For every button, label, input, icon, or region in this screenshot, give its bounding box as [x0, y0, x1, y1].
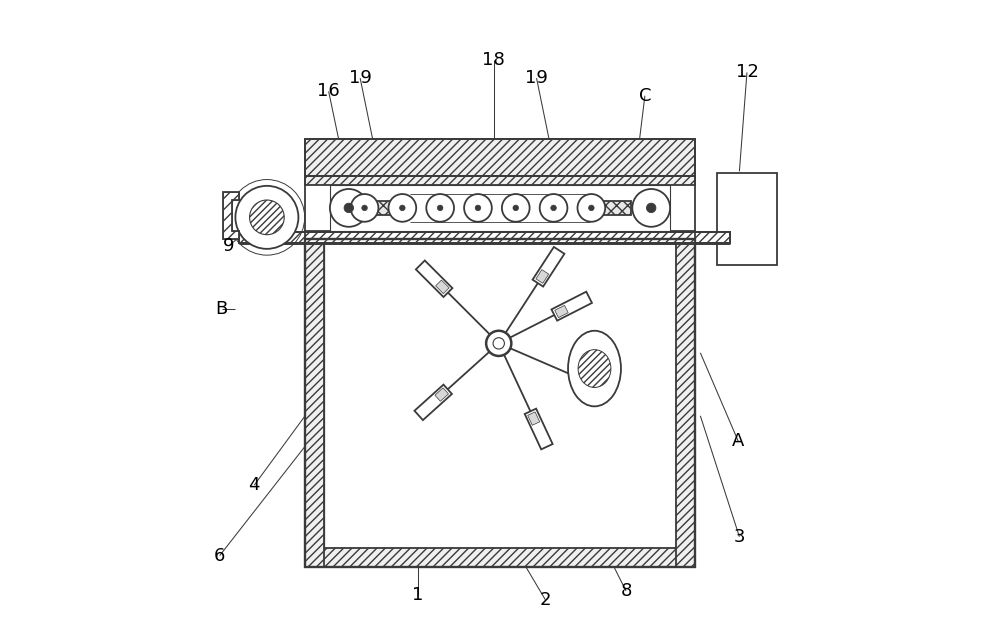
Bar	[305, 139, 695, 176]
Bar	[369, 201, 410, 215]
Circle shape	[513, 205, 519, 210]
Ellipse shape	[568, 331, 621, 406]
Bar	[533, 247, 564, 287]
Circle shape	[577, 194, 605, 222]
Circle shape	[551, 205, 556, 210]
Circle shape	[486, 331, 511, 356]
Bar	[676, 239, 695, 567]
Bar	[305, 239, 695, 567]
Text: 18: 18	[482, 51, 505, 69]
Bar	[528, 412, 540, 425]
Bar	[305, 176, 695, 239]
Bar	[305, 548, 695, 567]
Text: 12: 12	[736, 64, 758, 81]
Circle shape	[589, 205, 594, 210]
Circle shape	[646, 203, 656, 213]
Circle shape	[464, 194, 492, 222]
Bar	[590, 201, 631, 215]
Circle shape	[540, 194, 567, 222]
Bar	[305, 139, 695, 176]
Bar	[330, 185, 670, 231]
Bar	[414, 385, 452, 420]
Circle shape	[426, 194, 454, 222]
Text: 6: 6	[214, 547, 225, 564]
Bar	[555, 306, 568, 318]
Circle shape	[330, 189, 368, 227]
Bar	[305, 239, 324, 567]
Text: 1: 1	[412, 587, 424, 604]
Text: 3: 3	[734, 528, 745, 546]
Bar	[525, 409, 553, 449]
Circle shape	[362, 205, 367, 210]
Text: 8: 8	[620, 582, 632, 600]
Bar	[436, 280, 449, 294]
Circle shape	[475, 205, 481, 210]
Circle shape	[388, 194, 416, 222]
Circle shape	[437, 205, 443, 210]
Bar	[416, 260, 452, 297]
Bar	[305, 231, 695, 239]
Text: 9: 9	[223, 237, 235, 255]
Text: C: C	[639, 87, 651, 105]
Text: A: A	[732, 432, 744, 450]
Text: 4: 4	[249, 476, 260, 494]
Bar	[324, 239, 676, 548]
Bar	[717, 173, 777, 265]
Circle shape	[235, 186, 298, 249]
Bar	[305, 176, 695, 185]
Circle shape	[400, 205, 405, 210]
Circle shape	[502, 194, 530, 222]
Bar	[536, 270, 549, 284]
Bar	[551, 292, 592, 321]
Bar	[239, 232, 730, 243]
Bar	[239, 232, 730, 243]
Text: 19: 19	[525, 69, 548, 87]
Polygon shape	[223, 192, 239, 239]
Text: 2: 2	[540, 591, 551, 609]
Circle shape	[632, 189, 670, 227]
Circle shape	[344, 203, 354, 213]
Text: B: B	[215, 300, 228, 318]
Circle shape	[493, 338, 504, 349]
Circle shape	[351, 194, 378, 222]
Bar	[435, 388, 449, 401]
Text: 19: 19	[349, 69, 372, 87]
Text: 16: 16	[317, 83, 340, 100]
